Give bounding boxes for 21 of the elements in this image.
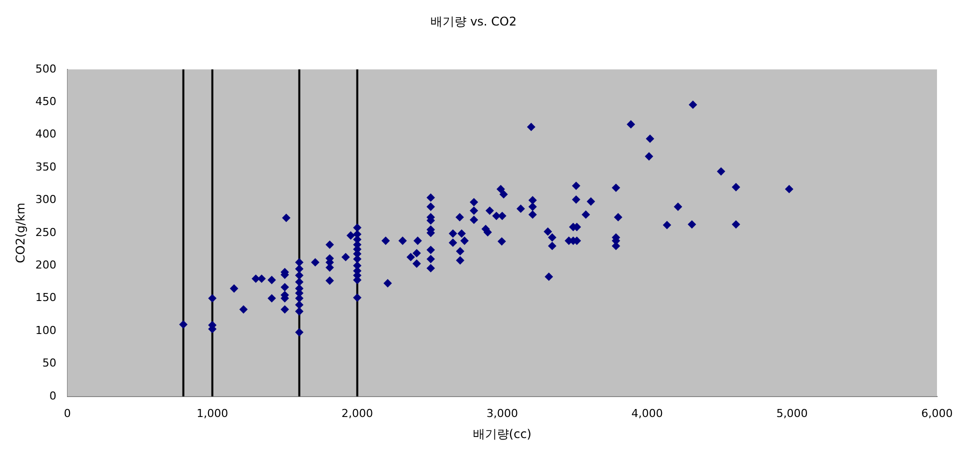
y-axis-title: CO2(g/km [13,202,28,264]
y-tick-label: 200 [35,258,56,272]
y-tick-label: 50 [42,356,56,370]
x-tick-label: 1,000 [196,406,228,420]
y-tick-label: 500 [35,62,56,76]
y-tick-label: 100 [35,324,56,337]
y-tick-label: 350 [35,160,56,174]
x-tick-label: 6,000 [921,406,953,420]
y-tick-label: 150 [35,291,56,304]
x-tick-label: 0 [64,406,71,420]
x-tick-label: 4,000 [631,406,663,420]
x-tick-label: 5,000 [776,406,808,420]
y-tick-label: 0 [49,389,56,402]
y-tick-label: 400 [35,128,56,141]
y-tick-label: 450 [35,94,56,108]
x-axis-title: 배기량(cc) [472,426,532,441]
x-tick-label: 2,000 [342,406,374,420]
y-tick-label: 300 [35,193,56,206]
y-tick-label: 250 [35,226,56,239]
x-tick-label: 3,000 [486,406,518,420]
chart-title: 배기량 vs. CO2 [430,14,517,28]
